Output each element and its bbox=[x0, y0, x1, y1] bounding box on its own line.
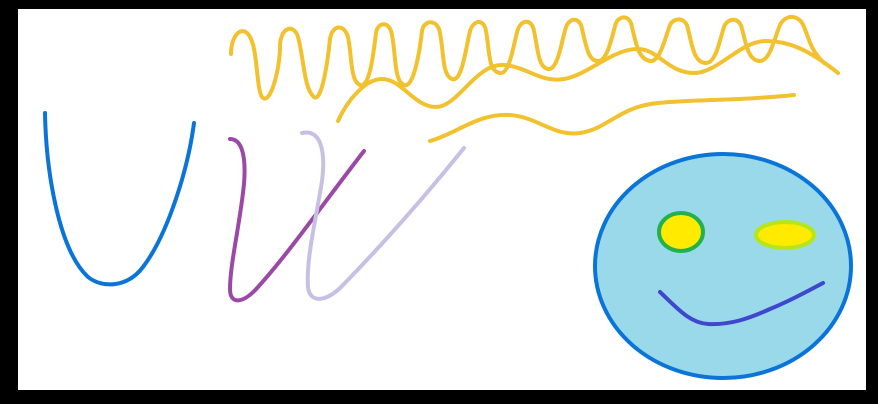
yellow-lower-wave-stroke bbox=[428, 93, 796, 143]
lavender-stroke bbox=[300, 130, 466, 301]
face-circle bbox=[593, 152, 853, 380]
yellow-zigzag-stroke bbox=[229, 15, 826, 101]
yellow-wave-stroke bbox=[336, 39, 840, 123]
drawing-canvas[interactable] bbox=[18, 9, 866, 390]
doodle-svg bbox=[43, 15, 853, 380]
mouth-stroke bbox=[658, 281, 825, 327]
right-eye bbox=[754, 220, 816, 250]
purple-stroke bbox=[228, 137, 366, 303]
left-eye bbox=[657, 211, 705, 253]
smiley-face-icon bbox=[593, 152, 853, 380]
blue-u-stroke bbox=[43, 111, 196, 287]
